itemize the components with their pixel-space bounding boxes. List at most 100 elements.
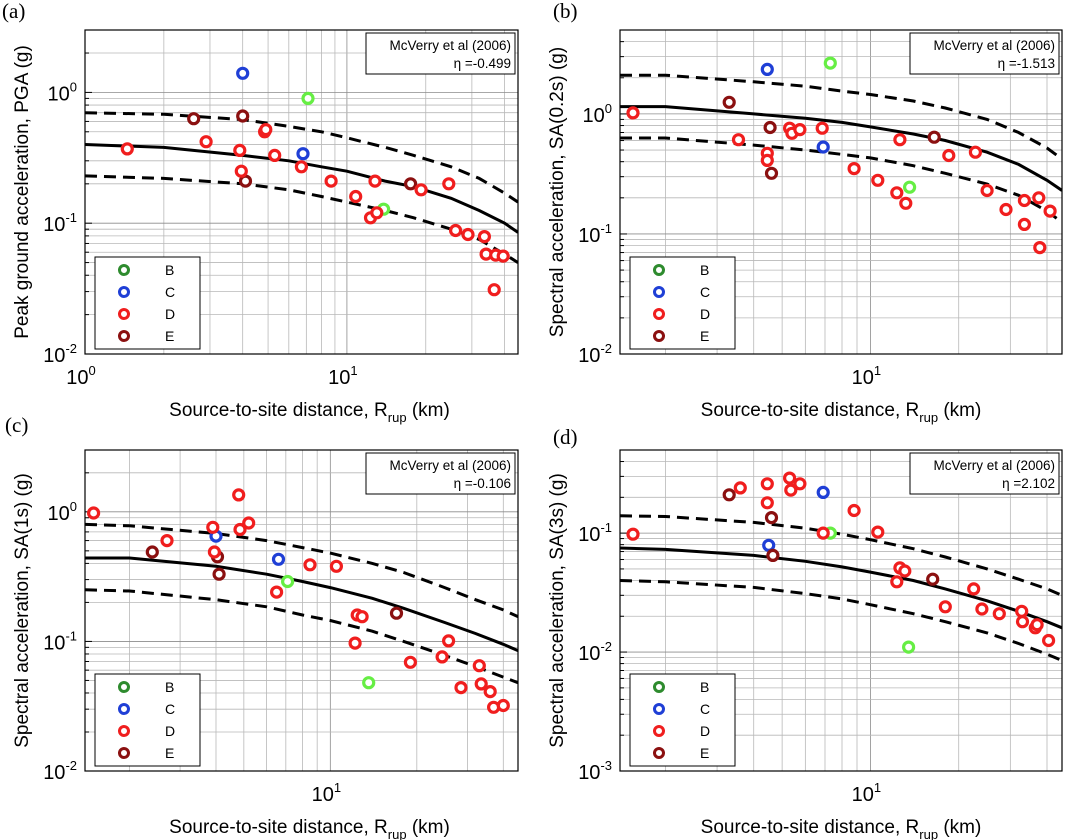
data-point <box>942 148 956 163</box>
data-point <box>270 585 284 599</box>
data-point <box>199 135 213 149</box>
y-tick-label: 10-1 <box>43 628 77 654</box>
annotation-eta: η =2.102 <box>1002 476 1055 491</box>
legend-marker <box>653 286 665 298</box>
data-point <box>368 174 382 188</box>
data-point <box>449 223 463 238</box>
x-tick-label: 101 <box>852 363 881 389</box>
data-point <box>901 640 916 654</box>
legend-label: D <box>165 306 175 322</box>
median-curve <box>620 105 1062 192</box>
annotation-box <box>909 452 1060 495</box>
data-point <box>145 545 159 559</box>
data-point <box>349 189 363 204</box>
legend-marker <box>118 703 130 715</box>
legend-marker <box>118 330 130 342</box>
annotation-model: McVerry et al (2006) <box>389 458 511 473</box>
data-point <box>898 564 912 578</box>
y-tick-label: 10-1 <box>578 520 612 546</box>
data-point <box>370 206 384 220</box>
data-point <box>626 106 640 120</box>
data-point <box>975 602 989 616</box>
legend-label: E <box>700 328 709 344</box>
data-point <box>1032 191 1046 205</box>
annotation-model: McVerry et al (2006) <box>933 38 1055 53</box>
legend-box <box>94 256 201 350</box>
y-tick-label: 100 <box>583 101 612 127</box>
data-point <box>815 121 829 135</box>
axes-frame <box>619 29 1063 355</box>
data-point <box>236 66 250 80</box>
data-point <box>762 538 776 552</box>
x-tick-label: 101 <box>852 780 881 806</box>
legend-label: C <box>700 284 710 300</box>
data-point <box>760 153 774 167</box>
annotation-eta: η =-0.106 <box>454 476 511 491</box>
y-tick-label: 100 <box>48 79 77 105</box>
y-tick-label: 10-2 <box>578 639 612 665</box>
data-point <box>454 680 468 695</box>
x-axis-label: Source-to-site distance, Rrup (km) <box>169 400 450 425</box>
axes-frame <box>84 29 519 355</box>
data-point <box>187 112 201 126</box>
data-point <box>268 148 282 162</box>
data-point <box>472 659 486 673</box>
data-point <box>414 183 428 197</box>
data-point <box>442 177 456 191</box>
data-points <box>626 56 1057 255</box>
data-point <box>303 558 317 572</box>
data-point <box>206 520 220 534</box>
y-axis-label: Spectral acceleration, SA(1s) (g) <box>12 473 33 748</box>
axes-frame <box>84 449 519 772</box>
data-point <box>938 600 952 614</box>
annotation-box <box>909 32 1060 75</box>
data-point <box>1041 633 1056 648</box>
legend-marker <box>653 264 665 276</box>
data-point <box>233 143 247 157</box>
legend-label: C <box>165 284 175 300</box>
data-point <box>782 471 797 485</box>
legend-label: C <box>700 701 710 717</box>
annotation-box <box>365 452 516 495</box>
legend-marker <box>118 747 130 759</box>
data-point <box>403 655 417 669</box>
data-point <box>731 133 746 147</box>
chart-panel-3: 10-2 10-1 100 101 Source-to-site distance, R… <box>5 413 519 840</box>
legend-label: B <box>165 679 174 695</box>
legend-marker <box>653 703 665 715</box>
data-point <box>893 133 907 147</box>
annotation-model: McVerry et al (2006) <box>933 458 1055 473</box>
legend-box <box>629 256 736 350</box>
data-point <box>329 559 343 573</box>
legend-box <box>629 673 736 767</box>
data-point <box>234 164 248 178</box>
legend-label: E <box>165 328 174 344</box>
legend-label: B <box>700 262 709 278</box>
data-point <box>847 503 861 518</box>
data-point <box>760 496 774 510</box>
data-point <box>1017 217 1032 231</box>
data-point <box>355 610 369 624</box>
legend-marker <box>653 308 665 320</box>
data-point <box>722 488 736 502</box>
data-point <box>793 477 807 491</box>
data-point <box>793 123 807 137</box>
panel-label: (b) <box>553 0 578 23</box>
data-point <box>120 142 134 156</box>
legend-box <box>94 673 201 767</box>
data-point <box>461 227 475 242</box>
data-point <box>404 177 418 191</box>
data-point <box>389 606 404 620</box>
data-point <box>722 95 736 109</box>
y-tick-label: 10-2 <box>43 758 77 784</box>
x-tick-label: 101 <box>312 780 341 806</box>
data-point <box>871 173 885 187</box>
legend-label: C <box>165 701 175 717</box>
data-point <box>980 183 994 198</box>
data-point <box>999 202 1013 217</box>
legend-marker <box>653 725 665 737</box>
legend-marker <box>118 286 130 298</box>
